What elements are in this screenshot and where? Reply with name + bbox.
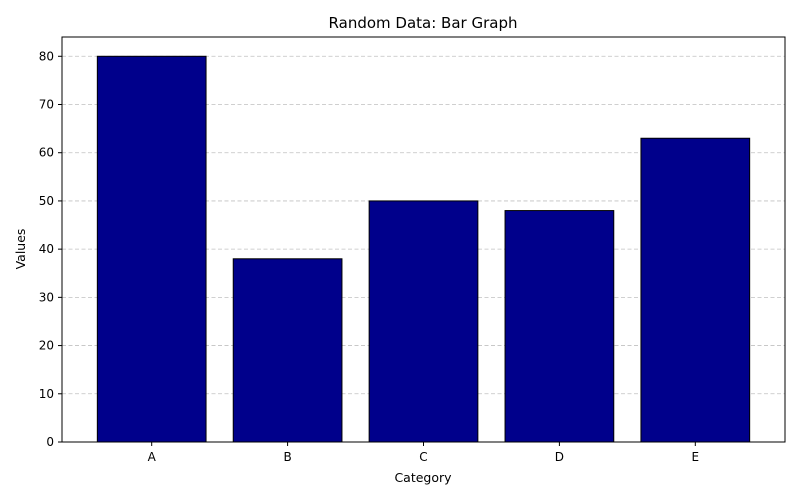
bar-E: [640, 137, 751, 443]
x-tick-label: C: [419, 450, 427, 464]
x-tick-label: E: [692, 450, 700, 464]
y-tick-label: 10: [39, 387, 54, 401]
x-tick-label: A: [148, 450, 157, 464]
y-tick-label: 70: [39, 98, 54, 112]
y-tick-label: 40: [39, 242, 54, 256]
x-tick-label: D: [555, 450, 564, 464]
bar-D: [504, 210, 615, 443]
x-axis-title: Category: [394, 470, 452, 485]
y-tick-label: 60: [39, 146, 54, 160]
bar-A: [96, 55, 207, 443]
chart-title: Random Data: Bar Graph: [329, 14, 518, 32]
x-tick-label: B: [283, 450, 291, 464]
ticks: 0 10 20 30 40 50 60 70 80 A B C D E: [39, 49, 699, 464]
y-axis-title: Values: [13, 229, 28, 270]
y-tick-label: 80: [39, 49, 54, 63]
y-tick-label: 50: [39, 194, 54, 208]
bar-B: [232, 258, 343, 443]
bars: [96, 55, 751, 443]
y-tick-label: 20: [39, 339, 54, 353]
y-tick-label: 0: [46, 435, 54, 449]
bar-C: [368, 200, 479, 443]
y-tick-label: 30: [39, 290, 54, 304]
